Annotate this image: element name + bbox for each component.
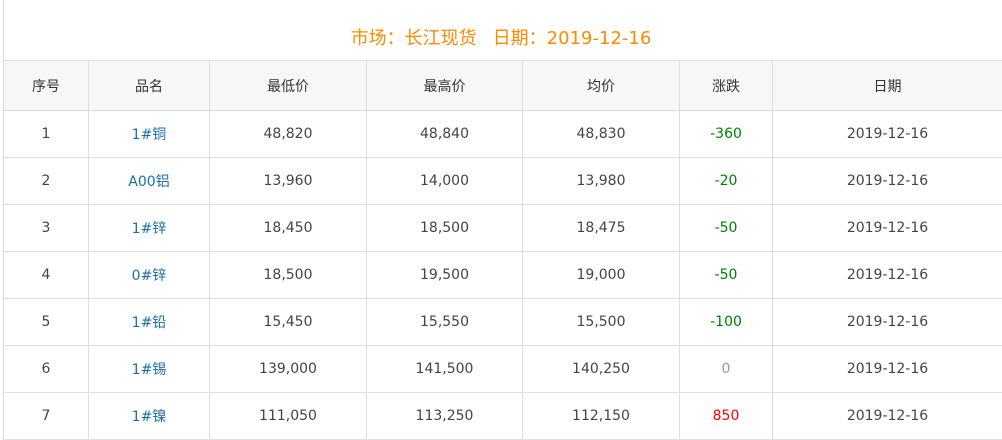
cell-avg: 15,500 xyxy=(523,299,680,346)
cell-name[interactable]: 1#镍 xyxy=(89,393,210,440)
cell-date: 2019-12-16 xyxy=(773,205,1002,252)
cell-avg: 140,250 xyxy=(523,346,680,393)
cell-high: 18,500 xyxy=(367,205,523,252)
cell-name[interactable]: 1#锌 xyxy=(89,205,210,252)
cell-change: -50 xyxy=(680,252,773,299)
page-title: 市场：长江现货日期：2019-12-16 xyxy=(0,24,1002,50)
cell-no: 3 xyxy=(4,205,89,252)
cell-change: -20 xyxy=(680,158,773,205)
cell-no: 1 xyxy=(4,111,89,158)
cell-no: 6 xyxy=(4,346,89,393)
cell-low: 18,500 xyxy=(210,252,367,299)
cell-change: 850 xyxy=(680,393,773,440)
cell-date: 2019-12-16 xyxy=(773,393,1002,440)
cell-no: 7 xyxy=(4,393,89,440)
cell-name[interactable]: 1#铜 xyxy=(89,111,210,158)
cell-name[interactable]: 1#锡 xyxy=(89,346,210,393)
header-row: 序号 品名 最低价 最高价 均价 涨跌 日期 xyxy=(4,61,1002,111)
cell-avg: 19,000 xyxy=(523,252,680,299)
date-label: 日期：2019-12-16 xyxy=(493,28,652,49)
cell-avg: 18,475 xyxy=(523,205,680,252)
cell-date: 2019-12-16 xyxy=(773,252,1002,299)
cell-no: 4 xyxy=(4,252,89,299)
cell-change: -50 xyxy=(680,205,773,252)
cell-date: 2019-12-16 xyxy=(773,346,1002,393)
header-name: 品名 xyxy=(89,61,210,111)
cell-high: 14,000 xyxy=(367,158,523,205)
cell-high: 141,500 xyxy=(367,346,523,393)
cell-name[interactable]: 1#铅 xyxy=(89,299,210,346)
cell-change: -360 xyxy=(680,111,773,158)
cell-name[interactable]: A00铝 xyxy=(89,158,210,205)
cell-low: 48,820 xyxy=(210,111,367,158)
cell-change: 0 xyxy=(680,346,773,393)
cell-high: 15,550 xyxy=(367,299,523,346)
market-label: 市场：长江现货 xyxy=(351,28,477,49)
cell-date: 2019-12-16 xyxy=(773,158,1002,205)
cell-avg: 112,150 xyxy=(523,393,680,440)
cell-change: -100 xyxy=(680,299,773,346)
cell-date: 2019-12-16 xyxy=(773,299,1002,346)
header-change: 涨跌 xyxy=(680,61,773,111)
cell-high: 19,500 xyxy=(367,252,523,299)
cell-low: 13,960 xyxy=(210,158,367,205)
header-low: 最低价 xyxy=(210,61,367,111)
cell-low: 15,450 xyxy=(210,299,367,346)
cell-low: 139,000 xyxy=(210,346,367,393)
header-high: 最高价 xyxy=(367,61,523,111)
cell-low: 111,050 xyxy=(210,393,367,440)
cell-no: 2 xyxy=(4,158,89,205)
cell-avg: 13,980 xyxy=(523,158,680,205)
header-avg: 均价 xyxy=(523,61,680,111)
cell-avg: 48,830 xyxy=(523,111,680,158)
cell-low: 18,450 xyxy=(210,205,367,252)
header-no: 序号 xyxy=(4,61,89,111)
cell-date: 2019-12-16 xyxy=(773,111,1002,158)
cell-high: 113,250 xyxy=(367,393,523,440)
cell-no: 5 xyxy=(4,299,89,346)
cell-high: 48,840 xyxy=(367,111,523,158)
cell-name[interactable]: 0#锌 xyxy=(89,252,210,299)
header-date: 日期 xyxy=(773,61,1002,111)
